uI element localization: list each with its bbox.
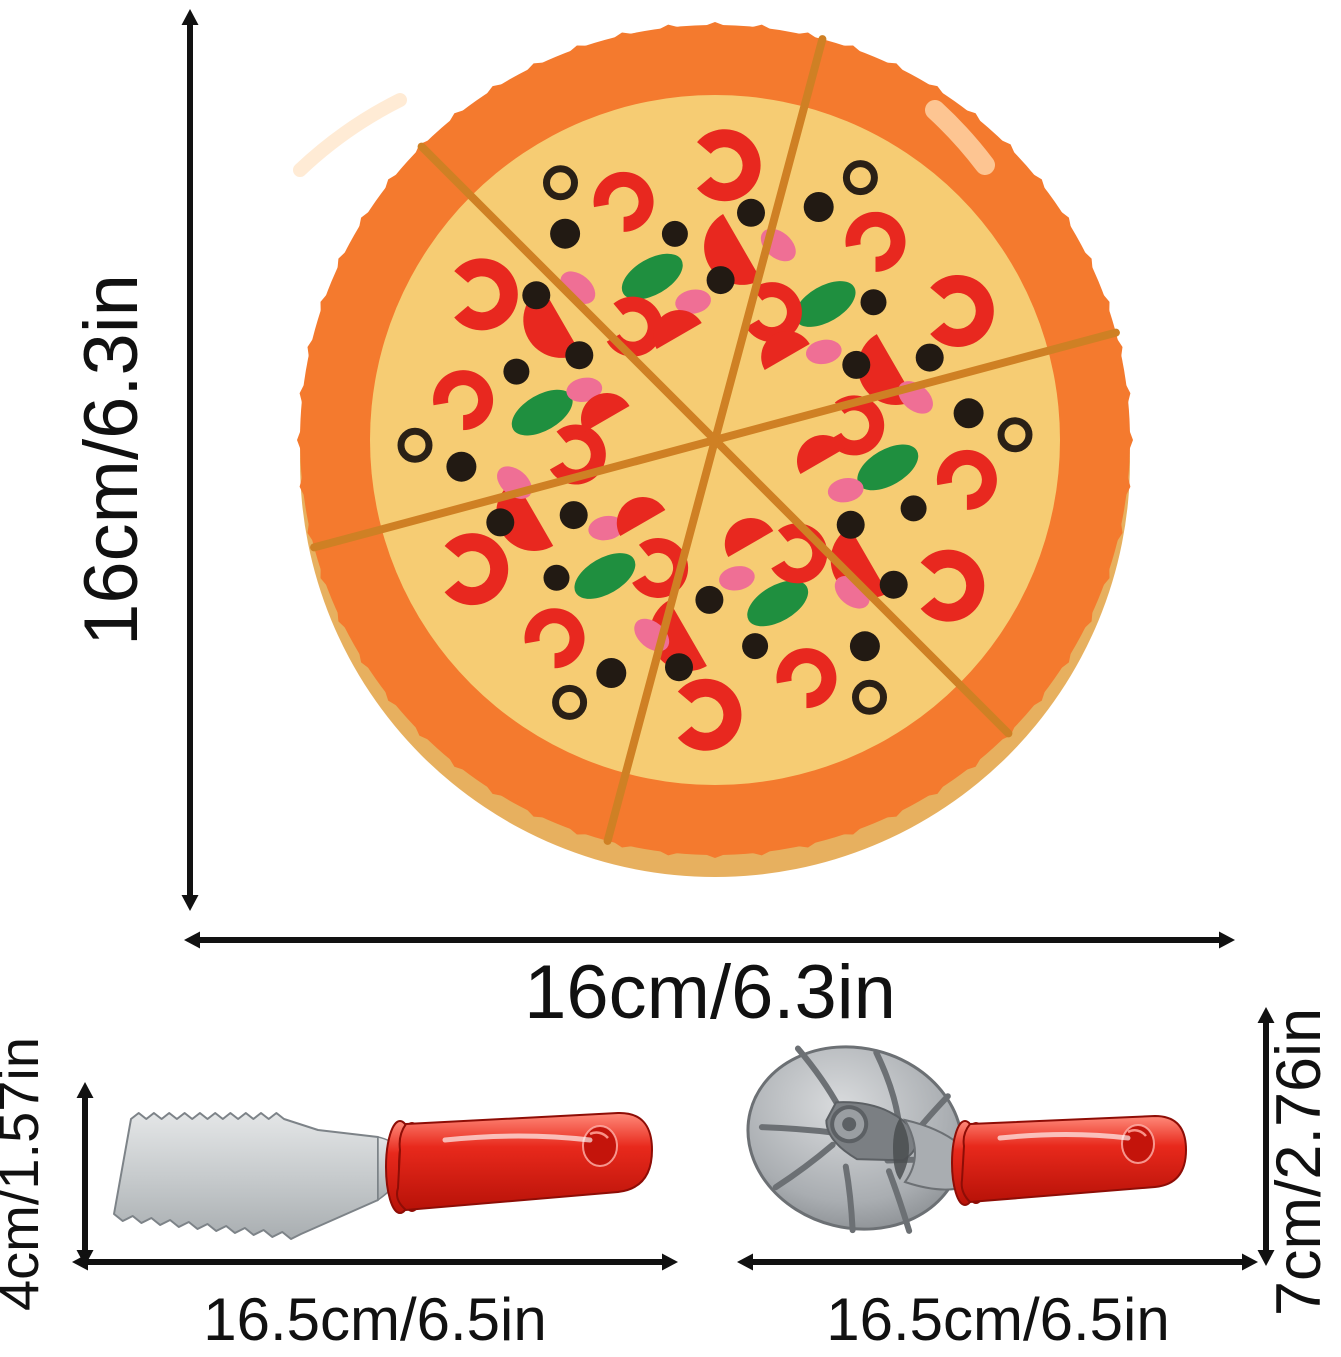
- svg-text:4cm/1.57in: 4cm/1.57in: [0, 1037, 50, 1311]
- svg-text:16.5cm/6.5in: 16.5cm/6.5in: [826, 1286, 1170, 1353]
- svg-text:16cm/6.3in: 16cm/6.3in: [524, 950, 896, 1035]
- svg-text:16cm/6.3in: 16cm/6.3in: [69, 274, 154, 646]
- svg-text:16.5cm/6.5in: 16.5cm/6.5in: [203, 1286, 547, 1353]
- svg-text:7cm/2.76in: 7cm/2.76in: [1264, 1008, 1334, 1316]
